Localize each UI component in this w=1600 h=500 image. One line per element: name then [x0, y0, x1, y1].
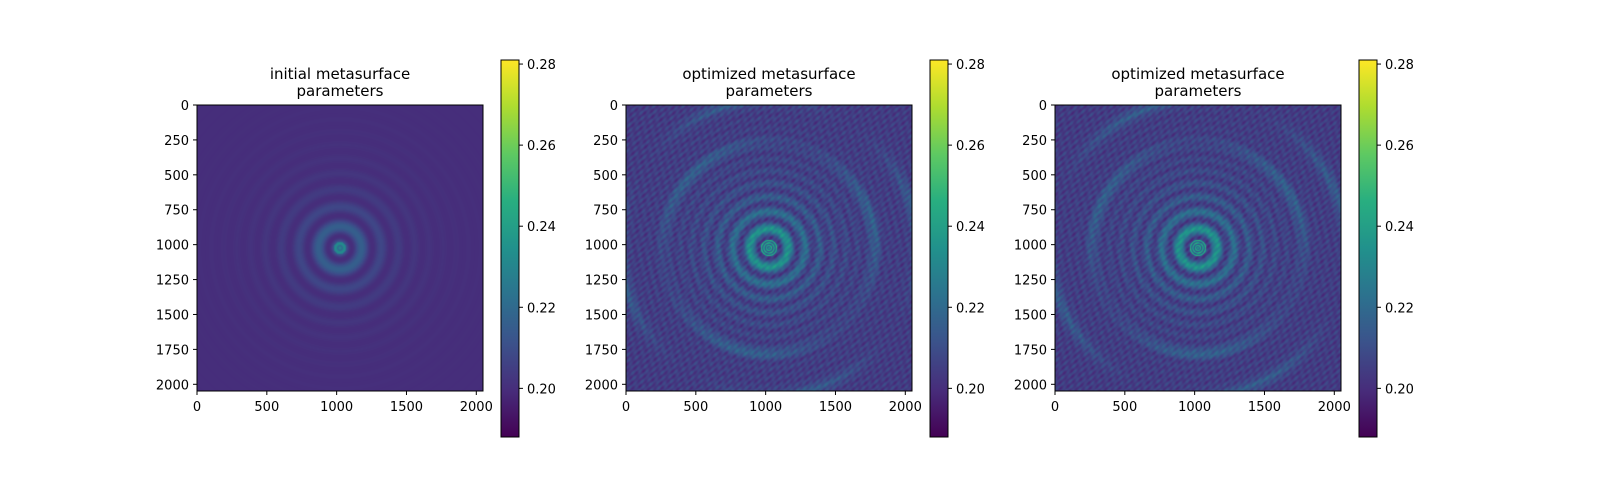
y-tick-label: 500: [164, 169, 189, 184]
colorbar-gradient: [501, 60, 519, 437]
axes-frame: [1054, 104, 1342, 392]
x-tick-label: 0: [193, 400, 201, 415]
colorbar-tick-label: 0.20: [956, 382, 985, 397]
y-tick-label: 2000: [156, 378, 189, 393]
y-tick-label: 0: [610, 99, 618, 114]
x-tick-label: 500: [254, 400, 279, 415]
x-tick-label: 2000: [889, 400, 922, 415]
x-tick-label: 0: [622, 400, 630, 415]
y-tick-label: 1250: [1014, 274, 1047, 289]
y-tick-label: 2000: [585, 378, 618, 393]
y-tick-label: 1750: [156, 343, 189, 358]
colorbar-tick-label: 0.22: [1385, 301, 1414, 316]
y-tick-label: 1500: [156, 308, 189, 323]
y-tick-label: 1000: [585, 239, 618, 254]
y-tick-label: 1000: [1014, 239, 1047, 254]
axes-frame: [625, 104, 913, 392]
heatmap-image: [197, 105, 483, 391]
colorbar-tick-label: 0.28: [1385, 58, 1414, 73]
colorbar-gradient: [930, 60, 948, 437]
y-tick-label: 1750: [1014, 343, 1047, 358]
y-tick-label: 1250: [156, 274, 189, 289]
x-tick-label: 2000: [460, 400, 493, 415]
y-tick-label: 1500: [585, 308, 618, 323]
x-tick-label: 500: [1112, 400, 1137, 415]
x-tick-label: 1500: [1248, 400, 1281, 415]
panel-title-line: parameters: [1154, 82, 1241, 100]
colorbar-frame: [929, 59, 949, 438]
colorbar-tick-label: 0.24: [956, 220, 985, 235]
y-tick-label: 250: [1022, 134, 1047, 149]
colorbar-tick-label: 0.22: [527, 301, 556, 316]
axes-frame: [196, 104, 484, 392]
colorbar: 0.20 0.22 0.24 0.26 0.28: [929, 58, 985, 438]
colorbar-tick-label: 0.24: [527, 220, 556, 235]
y-tick-label: 0: [1039, 99, 1047, 114]
colorbar-tick-label: 0.20: [1385, 382, 1414, 397]
colorbar-tick-label: 0.26: [956, 139, 985, 154]
y-tick-label: 2000: [1014, 378, 1047, 393]
colorbar-tick-label: 0.26: [1385, 139, 1414, 154]
x-tick-label: 1000: [749, 400, 782, 415]
y-tick-label: 500: [593, 169, 618, 184]
y-tick-label: 750: [593, 204, 618, 219]
x-tick-label: 500: [683, 400, 708, 415]
y-tick-label: 500: [1022, 169, 1047, 184]
y-tick-label: 0: [181, 99, 189, 114]
heatmap-image: [626, 105, 912, 391]
colorbar-frame: [1358, 59, 1378, 438]
y-tick-label: 250: [593, 134, 618, 149]
colorbar-tick-label: 0.24: [1385, 220, 1414, 235]
colorbar-tick-label: 0.20: [527, 382, 556, 397]
panel-title-line: optimized metasurface: [682, 65, 855, 83]
colorbar-frame: [500, 59, 520, 438]
x-tick-label: 1500: [390, 400, 423, 415]
colorbar: 0.20 0.22 0.24 0.26 0.28: [500, 58, 556, 438]
y-tick-label: 1000: [156, 239, 189, 254]
y-tick-label: 1500: [1014, 308, 1047, 323]
x-tick-label: 1500: [819, 400, 852, 415]
x-tick-label: 1000: [320, 400, 353, 415]
y-tick-label: 750: [164, 204, 189, 219]
y-tick-label: 250: [164, 134, 189, 149]
panel-title-line: parameters: [296, 82, 383, 100]
x-tick-label: 0: [1051, 400, 1059, 415]
x-tick-label: 2000: [1318, 400, 1351, 415]
colorbar-gradient: [1359, 60, 1377, 437]
colorbar-tick-label: 0.26: [527, 139, 556, 154]
heatmap-image: [1055, 105, 1341, 391]
y-tick-label: 1750: [585, 343, 618, 358]
colorbar-tick-label: 0.28: [956, 58, 985, 73]
colorbar-tick-label: 0.22: [956, 301, 985, 316]
panel-title-line: optimized metasurface: [1111, 65, 1284, 83]
colorbar: 0.20 0.22 0.24 0.26 0.28: [1358, 58, 1414, 438]
colorbar-tick-label: 0.28: [527, 58, 556, 73]
panel-title-line: initial metasurface: [270, 65, 410, 83]
y-tick-label: 1250: [585, 274, 618, 289]
x-tick-label: 1000: [1178, 400, 1211, 415]
y-tick-label: 750: [1022, 204, 1047, 219]
panel-title-line: parameters: [725, 82, 812, 100]
